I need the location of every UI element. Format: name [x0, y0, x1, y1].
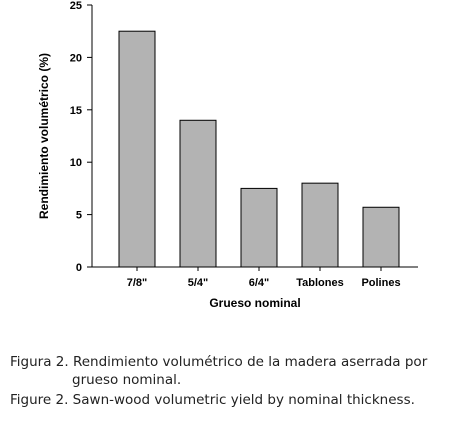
- caption-line-english: Figure 2. Sawn-wood volumetric yield by …: [10, 392, 415, 408]
- y-tick-label: 5: [76, 210, 82, 222]
- x-tick-label: Polines: [361, 277, 400, 289]
- x-tick-label: 6/4": [249, 277, 270, 289]
- x-tick-label: 7/8": [127, 277, 148, 289]
- caption-line-spanish-cont: grueso nominal.: [72, 372, 182, 388]
- caption-line-spanish: Figura 2. Rendimiento volumétrico de la …: [10, 354, 428, 370]
- x-axis-label: Grueso nominal: [209, 296, 300, 310]
- bar: [179, 119, 217, 268]
- bar-chart: 0 5 10 15 20 25 7/8" 5/4" 6/4" Tablones Polines R…: [37, 0, 418, 310]
- y-axis-label: Rendimiento volumétrico (%): [37, 53, 51, 219]
- y-tick-label: 0: [76, 262, 82, 274]
- x-tick-label: Tablones: [296, 277, 343, 289]
- bar: [301, 182, 339, 268]
- bar: [240, 187, 278, 268]
- y-ticks-group: 0 5 10 15 20 25: [70, 0, 92, 274]
- y-tick-label: 25: [70, 0, 82, 12]
- x-ticks-group: 7/8" 5/4" 6/4" Tablones Polines: [127, 267, 401, 289]
- y-tick-label: 10: [70, 157, 82, 169]
- bar: [118, 30, 156, 268]
- x-tick-label: 5/4": [188, 277, 209, 289]
- bar: [362, 206, 400, 268]
- y-tick-label: 15: [70, 105, 82, 117]
- y-tick-label: 20: [70, 52, 82, 64]
- bars-group: [118, 30, 400, 268]
